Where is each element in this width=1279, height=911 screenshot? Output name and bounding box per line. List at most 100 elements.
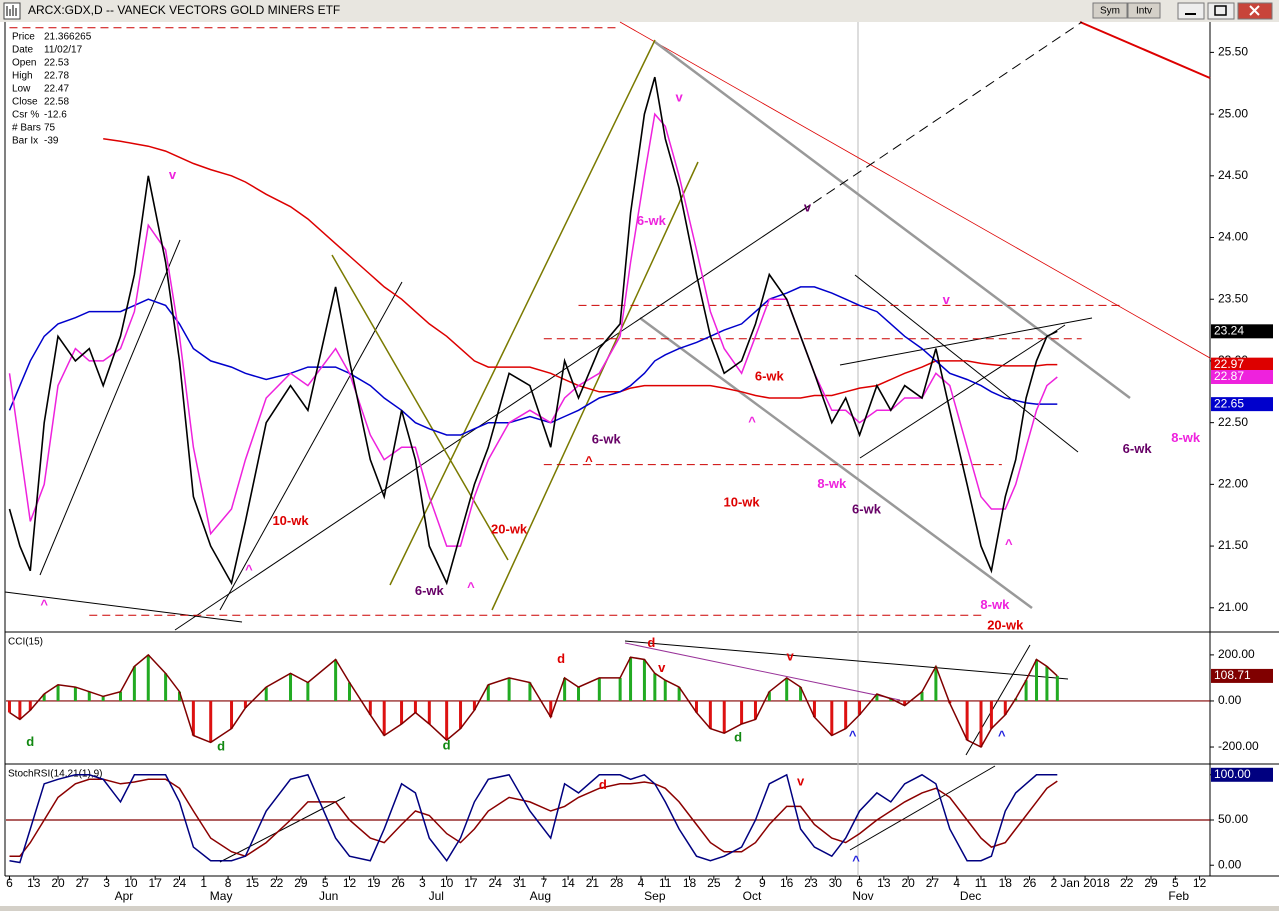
value-tag-label: 100.00: [1214, 767, 1251, 781]
x-tick-label: 10: [440, 876, 454, 890]
info-value: -39: [44, 136, 59, 147]
x-tick-label: 18: [683, 876, 697, 890]
x-tick-label: 22: [270, 876, 284, 890]
annotation: v: [169, 167, 177, 182]
x-tick-label: 28: [610, 876, 624, 890]
x-tick-label: 20: [901, 876, 915, 890]
x-tick-label: 26: [391, 876, 405, 890]
cci-bar: [920, 691, 924, 701]
cci-bar: [577, 687, 581, 701]
value-tag-label: 22.87: [1214, 369, 1244, 383]
x-tick-label: 5: [1172, 876, 1179, 890]
cci-bar: [753, 700, 757, 720]
annotation: 8-wk: [980, 597, 1010, 612]
info-value: 75: [44, 123, 56, 134]
sym-button[interactable]: [1092, 2, 1128, 19]
cci-bar: [618, 677, 622, 701]
cci-bar: [348, 682, 352, 701]
annotation: 6-wk: [637, 213, 667, 228]
app-icon-glyph: [6, 5, 17, 16]
cci-bar: [191, 700, 195, 736]
cci-bar: [459, 700, 463, 729]
month-label: Aug: [530, 889, 551, 903]
annotation: 6-wk: [852, 502, 882, 517]
cci-bar: [427, 700, 431, 724]
annotation: 20-wk: [491, 521, 528, 536]
value-tag: [1211, 397, 1273, 412]
cci-bar: [830, 700, 834, 736]
cci-bar: [164, 673, 168, 701]
x-tick-label: 13: [877, 876, 891, 890]
x-tick-label: 6: [6, 876, 13, 890]
info-label: Close: [12, 97, 38, 108]
cci-bar: [740, 700, 744, 724]
annotation: v: [658, 660, 666, 675]
annotation: 6-wk: [755, 368, 785, 383]
x-tick-label: 14: [561, 876, 575, 890]
info-value: 11/02/17: [44, 45, 83, 56]
minimize-button[interactable]: [1177, 2, 1205, 20]
x-tick-label: 25: [707, 876, 721, 890]
info-value: 22.78: [44, 71, 69, 82]
panel-title: StochRSI(14,21(1),9): [8, 769, 103, 780]
annotation: ^: [467, 579, 475, 594]
x-tick-label: 30: [829, 876, 843, 890]
trendline: [624, 642, 901, 701]
cci-bar: [629, 657, 633, 701]
cci-bar: [563, 677, 567, 701]
trendline: [4, 591, 243, 623]
annotation: 6-wk: [415, 583, 445, 598]
series-line: [9, 778, 1058, 858]
cci-bar: [1024, 680, 1028, 701]
x-tick-label: 19: [367, 876, 381, 890]
sym-button-label[interactable]: Sym: [1100, 6, 1120, 17]
intv-button[interactable]: [1127, 2, 1161, 19]
x-tick-label: 27: [926, 876, 940, 890]
month-label: Dec: [960, 889, 981, 903]
x-tick-label: 26: [1023, 876, 1037, 890]
x-tick-label: 11: [975, 876, 988, 890]
x-tick-label: 8: [225, 876, 232, 890]
annotation: ^: [998, 728, 1006, 743]
value-tag-label: 108.71: [1214, 668, 1251, 682]
value-tag: [1211, 767, 1273, 782]
x-tick-label: 7: [540, 876, 547, 890]
annotation: d: [734, 729, 742, 744]
cci-bar: [445, 700, 449, 741]
x-tick-label: 31: [513, 876, 527, 890]
annotation: d: [217, 738, 225, 753]
cci-bar: [875, 694, 879, 701]
cci-bar: [785, 677, 789, 701]
cci-bar: [708, 700, 712, 729]
trendline: [1079, 21, 1211, 79]
cci-bar: [903, 700, 907, 706]
annotation: ^: [748, 414, 756, 429]
x-tick-label: 12: [343, 876, 357, 890]
cci-bar: [73, 687, 77, 701]
x-tick-label: 5: [322, 876, 329, 890]
x-tick-label: 4: [953, 876, 960, 890]
annotation: ^: [40, 597, 48, 612]
cci-bar: [812, 700, 816, 718]
annotation: v: [797, 773, 805, 788]
cci-bar: [979, 700, 983, 748]
info-label: Csr %: [12, 110, 39, 121]
trendline: [639, 316, 1033, 610]
cci-bar: [486, 684, 490, 701]
x-tick-label: 4: [638, 876, 645, 890]
info-label: Bar Ix: [12, 136, 38, 147]
y-tick-label: 21.50: [1218, 538, 1248, 552]
trendline: [174, 204, 811, 631]
maximize-glyph: [1214, 5, 1227, 16]
info-label: Price: [12, 32, 35, 43]
cci-bar: [694, 700, 698, 713]
value-tag: [1211, 369, 1273, 384]
y-tick-label: 22.50: [1218, 415, 1248, 429]
annotation: 8-wk: [817, 476, 847, 491]
trendline: [854, 274, 1079, 453]
cci-bar: [597, 677, 601, 701]
annotation: d: [557, 651, 565, 666]
annotation: 6-wk: [592, 431, 622, 446]
intv-button-label[interactable]: Intv: [1136, 6, 1152, 17]
